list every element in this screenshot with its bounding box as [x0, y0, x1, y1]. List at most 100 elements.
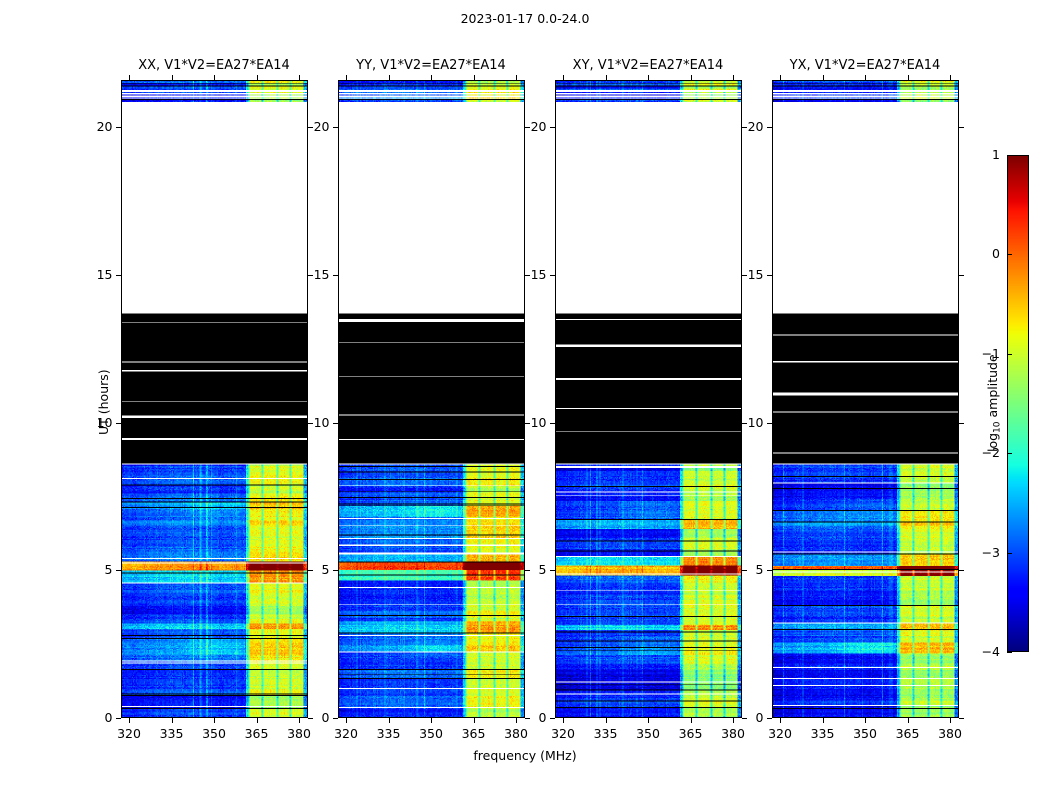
y-tick-right — [741, 127, 747, 128]
x-tick-top — [733, 75, 734, 80]
spectrogram-panel-yy[interactable] — [337, 80, 525, 718]
x-tick-label: 380 — [287, 726, 311, 741]
x-tick-top — [389, 75, 390, 80]
y-tick — [766, 423, 772, 424]
y-tick-right — [741, 718, 747, 719]
x-tick-label: 320 — [551, 726, 575, 741]
spectrogram-panel-xx[interactable] — [120, 80, 308, 718]
x-tick — [563, 718, 564, 723]
panel-title-yx: YX, V1*V2=EA27*EA14 — [789, 58, 941, 73]
x-tick — [172, 718, 173, 723]
x-tick-label: 350 — [853, 726, 877, 741]
y-tick — [549, 127, 555, 128]
colorbar-label: log10 amplitude — [985, 353, 1003, 452]
x-tick-label: 380 — [938, 726, 962, 741]
x-tick-top — [691, 75, 692, 80]
x-tick-top — [214, 75, 215, 80]
y-tick-right — [307, 718, 313, 719]
x-tick-label: 365 — [461, 726, 486, 741]
x-tick — [346, 718, 347, 723]
x-tick-label: 335 — [810, 726, 835, 741]
spectrogram-image-xy — [555, 81, 741, 717]
y-tick-label: 5 — [321, 562, 330, 578]
x-tick-label: 365 — [244, 726, 269, 741]
x-tick-label: 335 — [593, 726, 618, 741]
x-tick — [733, 718, 734, 723]
colorbar-tick — [1007, 652, 1012, 653]
x-tick-label: 335 — [159, 726, 184, 741]
y-tick-right — [524, 570, 530, 571]
y-tick-label: 20 — [747, 119, 764, 135]
x-tick-top — [516, 75, 517, 80]
colorbar-tick-label: 1 — [992, 147, 1000, 162]
y-tick — [115, 275, 121, 276]
y-tick — [766, 127, 772, 128]
y-tick-right — [524, 127, 530, 128]
y-tick-right — [524, 718, 530, 719]
y-tick-label: 15 — [530, 266, 547, 282]
y-tick-label: 15 — [313, 266, 330, 282]
y-tick — [332, 423, 338, 424]
y-tick — [766, 570, 772, 571]
y-tick-label: 0 — [104, 710, 113, 725]
y-tick-right — [958, 127, 964, 128]
y-tick-label: 20 — [96, 119, 113, 135]
x-tick — [299, 718, 300, 723]
x-tick — [908, 718, 909, 723]
x-tick-top — [908, 75, 909, 80]
x-tick-top — [648, 75, 649, 80]
x-tick — [823, 718, 824, 723]
x-tick-label: 365 — [678, 726, 703, 741]
x-axis-label: frequency (MHz) — [473, 748, 577, 763]
colorbar — [1007, 155, 1029, 652]
x-tick — [389, 718, 390, 723]
y-tick-right — [307, 423, 313, 424]
y-tick-label: 10 — [530, 414, 547, 430]
x-tick-label: 380 — [504, 726, 528, 741]
x-tick — [950, 718, 951, 723]
colorbar-tick — [1007, 354, 1012, 355]
y-tick — [115, 718, 121, 719]
y-tick — [115, 570, 121, 571]
x-tick — [129, 718, 130, 723]
x-tick-label: 350 — [636, 726, 660, 741]
x-tick-label: 350 — [202, 726, 226, 741]
y-tick-label: 10 — [747, 414, 764, 430]
x-tick-label: 350 — [419, 726, 443, 741]
y-tick-label: 5 — [755, 562, 764, 578]
y-tick — [549, 423, 555, 424]
x-tick-top — [431, 75, 432, 80]
x-tick-label: 320 — [334, 726, 358, 741]
y-tick-label: 20 — [530, 119, 547, 135]
y-tick-label: 0 — [755, 710, 764, 725]
y-tick — [332, 275, 338, 276]
x-tick-label: 320 — [117, 726, 141, 741]
spectrogram-image-xx — [121, 81, 307, 717]
y-tick-right — [524, 423, 530, 424]
spectrogram-panel-xy[interactable] — [554, 80, 742, 718]
y-tick — [115, 127, 121, 128]
spectrogram-panel-yx[interactable] — [771, 80, 959, 718]
x-tick-top — [950, 75, 951, 80]
x-tick-top — [257, 75, 258, 80]
y-tick-right — [741, 570, 747, 571]
y-tick — [115, 423, 121, 424]
y-tick — [332, 718, 338, 719]
colorbar-tick-label: −3 — [981, 544, 1000, 560]
y-tick — [332, 570, 338, 571]
y-tick-right — [307, 570, 313, 571]
x-tick — [648, 718, 649, 723]
spectrogram-image-yx — [772, 81, 958, 717]
spectrogram-image-yy — [338, 81, 524, 717]
x-tick — [474, 718, 475, 723]
x-tick-top — [823, 75, 824, 80]
x-tick — [214, 718, 215, 723]
y-tick-right — [958, 718, 964, 719]
x-tick-top — [780, 75, 781, 80]
x-tick-label: 365 — [895, 726, 920, 741]
y-tick-label: 15 — [747, 266, 764, 282]
y-tick-label: 0 — [538, 710, 547, 725]
x-tick-label: 320 — [768, 726, 792, 741]
y-tick-label: 10 — [96, 414, 113, 430]
y-tick — [549, 718, 555, 719]
